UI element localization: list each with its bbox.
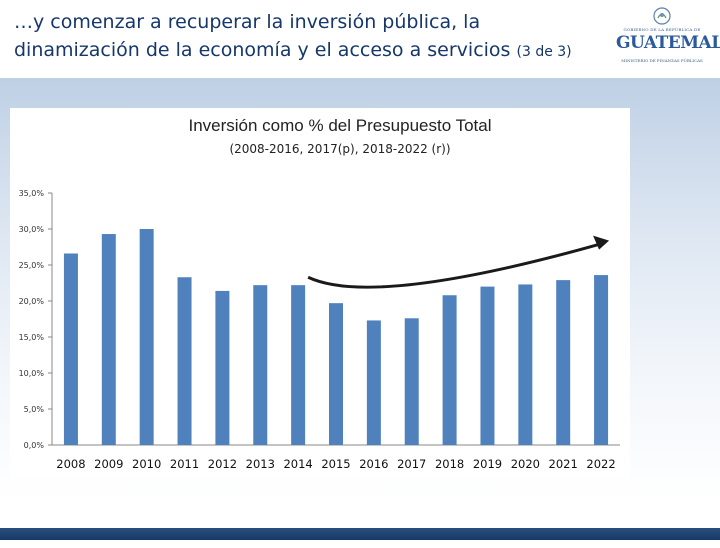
x-tick-label: 2020 [511,457,540,471]
bar-2015 [329,303,343,445]
slide-title-line2-text: dinamización de la economía y el acceso … [14,39,511,61]
y-tick-label: 20,0% [19,297,45,306]
guatemala-logo: GOBIERNO DE LA REPÚBLICA DE GUATEMALA MI… [616,6,720,68]
y-tick-label: 5,0% [24,405,45,414]
trend-arrow-head [593,235,610,250]
y-tick-label: 35,0% [19,189,45,198]
slide-title-line1: …y comenzar a recuperar la inversión púb… [14,11,481,33]
logo-top-text: GOBIERNO DE LA REPÚBLICA DE [623,27,701,32]
y-tick-label: 15,0% [19,333,45,342]
y-tick-label: 10,0% [19,369,45,378]
x-tick-label: 2010 [132,457,161,471]
bar-2016 [366,320,381,445]
bar-2018 [442,295,457,445]
trend-arrow [307,241,606,289]
bar-2014 [291,285,306,445]
x-tick-label: 2013 [246,457,275,471]
x-tick-label: 2019 [473,457,502,471]
bar-2009 [101,234,116,445]
chart-subtitle: (2008-2016, 2017(p), 2018-2022 (r)) [229,142,451,156]
x-tick-label: 2016 [359,457,388,471]
x-tick-label: 2012 [208,457,237,471]
x-tick-label: 2017 [397,457,426,471]
x-tick-label: 2015 [321,457,350,471]
x-tick-label: 2009 [94,457,123,471]
x-tick-label: 2014 [283,457,312,471]
bar-2008 [63,253,78,445]
y-tick-label: 0,0% [24,441,45,450]
bar-2011 [177,277,192,445]
bar-2017 [404,318,419,445]
logo-bottom-text: MINISTERIO DE FINANZAS PÚBLICAS [621,58,703,63]
bar-2021 [556,280,571,445]
bar-2010 [139,229,154,445]
footer-bar [0,528,720,540]
x-tick-label: 2021 [549,457,578,471]
x-tick-label: 2011 [170,457,199,471]
slide-title: …y comenzar a recuperar la inversión púb… [14,8,594,66]
bar-2019 [480,286,495,445]
slide-title-line2: dinamización de la economía y el acceso … [14,36,594,66]
coat-of-arms-icon [653,7,671,25]
bar-2013 [253,285,268,445]
x-tick-label: 2018 [435,457,464,471]
x-tick-label: 2022 [586,457,615,471]
bar-2012 [215,290,230,445]
logo-word: GUATEMALA [616,33,720,53]
slide-title-suffix: (3 de 3) [516,44,572,60]
x-tick-label: 2008 [56,457,85,471]
y-tick-label: 30,0% [19,225,45,234]
bar-2022 [594,275,609,445]
chart-title: Inversión como % del Presupuesto Total [188,116,492,135]
y-tick-label: 25,0% [19,261,45,270]
bar-2020 [518,284,533,445]
